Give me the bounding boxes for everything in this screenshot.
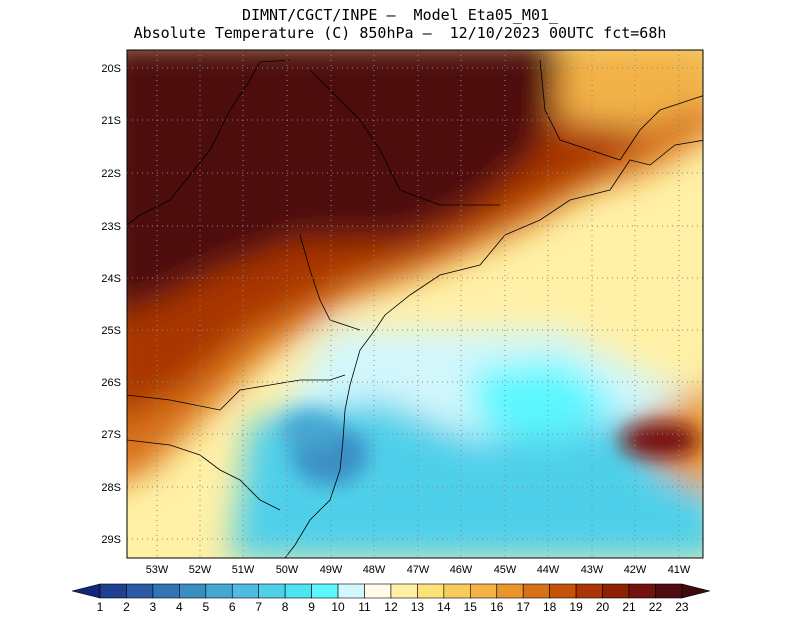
colorbar-swatch <box>231 583 260 599</box>
colorbar-high-arrow <box>681 583 710 599</box>
colorbar-swatch <box>628 583 656 599</box>
map-frame <box>126 49 704 559</box>
latitude-labels: 20S 21S 22S 23S 24S 25S 26S 27S 28S 29S <box>101 63 121 546</box>
colorbar-tick-label: 17 <box>517 600 531 614</box>
colorbar-swatch <box>126 583 154 599</box>
colorbar-tick-label: 20 <box>596 600 610 614</box>
colorbar-swatch <box>496 583 524 599</box>
lat-label-21s: 21S <box>101 115 121 127</box>
colorbar-tick-label: 2 <box>123 600 130 614</box>
lat-label-26s: 26S <box>101 377 121 389</box>
colorbar-swatch <box>364 583 392 599</box>
temperature-field <box>127 50 703 558</box>
longitude-labels: 53W 52W 51W 50W 49W 48W 47W 46W 45W 44W … <box>146 564 691 576</box>
colorbar-tick-label: 4 <box>176 600 183 614</box>
colorbar-swatch <box>179 583 207 599</box>
coastline-borders <box>127 59 703 558</box>
colorbar-tick-label: 8 <box>282 600 289 614</box>
colorbar-swatch <box>337 583 365 599</box>
lon-label-53w: 53W <box>146 564 169 576</box>
colorbar-swatch <box>549 583 577 599</box>
colorbar-tick-label: 12 <box>384 600 398 614</box>
lat-label-27s: 27S <box>101 429 121 441</box>
lat-label-20s: 20S <box>101 63 121 75</box>
colorbar-swatch <box>575 583 603 599</box>
colorbar-swatch <box>99 583 127 599</box>
colorbar-tick-label: 15 <box>464 600 478 614</box>
colorbar-swatch <box>258 583 286 599</box>
lon-label-49w: 49W <box>320 564 343 576</box>
lon-label-47w: 47W <box>407 564 430 576</box>
lon-label-52w: 52W <box>189 564 212 576</box>
lat-label-22s: 22S <box>101 168 121 180</box>
colorbar-tick-label: 21 <box>622 600 636 614</box>
colorbar-swatch <box>655 583 683 599</box>
colorbar-tick-label: 9 <box>308 600 315 614</box>
colorbar-tick-label: 10 <box>331 600 345 614</box>
colorbar-tick-label: 23 <box>675 600 689 614</box>
lon-label-50w: 50W <box>276 564 299 576</box>
lat-label-28s: 28S <box>101 482 121 494</box>
lat-label-29s: 29S <box>101 534 121 546</box>
colorbar-low-arrow <box>71 583 101 599</box>
colorbar-swatch <box>522 583 550 599</box>
colorbar-tick-label: 14 <box>437 600 451 614</box>
lon-label-48w: 48W <box>363 564 386 576</box>
lat-label-25s: 25S <box>101 325 121 337</box>
colorbar-swatch <box>205 583 233 599</box>
lon-label-46w: 46W <box>450 564 473 576</box>
colorbar-swatch <box>390 583 418 599</box>
colorbar-swatch <box>284 583 312 599</box>
lon-label-42w: 42W <box>624 564 647 576</box>
map-grid <box>127 50 703 558</box>
colorbar-tick-label: 6 <box>229 600 236 614</box>
colorbar-swatch <box>602 583 630 599</box>
chart-title-line-1: DIMNT/CGCT/INPE – Model Eta05_M01_ <box>241 6 559 24</box>
colorbar-tick-label: 3 <box>150 600 157 614</box>
colorbar-swatch <box>417 583 445 599</box>
colorbar-tick-label: 22 <box>649 600 663 614</box>
chart-title-line-2: Absolute Temperature (C) 850hPa – 12/10/… <box>133 24 667 42</box>
lon-label-51w: 51W <box>232 564 255 576</box>
colorbar: 1 2 3 4 5 6 7 8 9 10 11 12 13 14 15 16 17 18 19 20 21 22 23 <box>71 583 710 614</box>
colorbar-tick-label: 18 <box>543 600 557 614</box>
colorbar-tick-label: 5 <box>202 600 209 614</box>
colorbar-tick-label: 7 <box>255 600 262 614</box>
colorbar-swatch <box>311 583 339 599</box>
colorbar-tick-label: 19 <box>569 600 583 614</box>
colorbar-swatch <box>469 583 498 599</box>
lon-label-44w: 44W <box>537 564 560 576</box>
lon-label-45w: 45W <box>494 564 517 576</box>
colorbar-swatch <box>152 583 180 599</box>
lon-label-41w: 41W <box>668 564 691 576</box>
colorbar-tick-label: 1 <box>97 600 104 614</box>
colorbar-tick-label: 16 <box>490 600 504 614</box>
colorbar-swatch <box>443 583 471 599</box>
colorbar-tick-label: 11 <box>358 600 371 614</box>
lat-label-23s: 23S <box>101 221 121 233</box>
lat-label-24s: 24S <box>101 273 121 285</box>
colorbar-tick-label: 13 <box>411 600 425 614</box>
lon-label-43w: 43W <box>581 564 604 576</box>
